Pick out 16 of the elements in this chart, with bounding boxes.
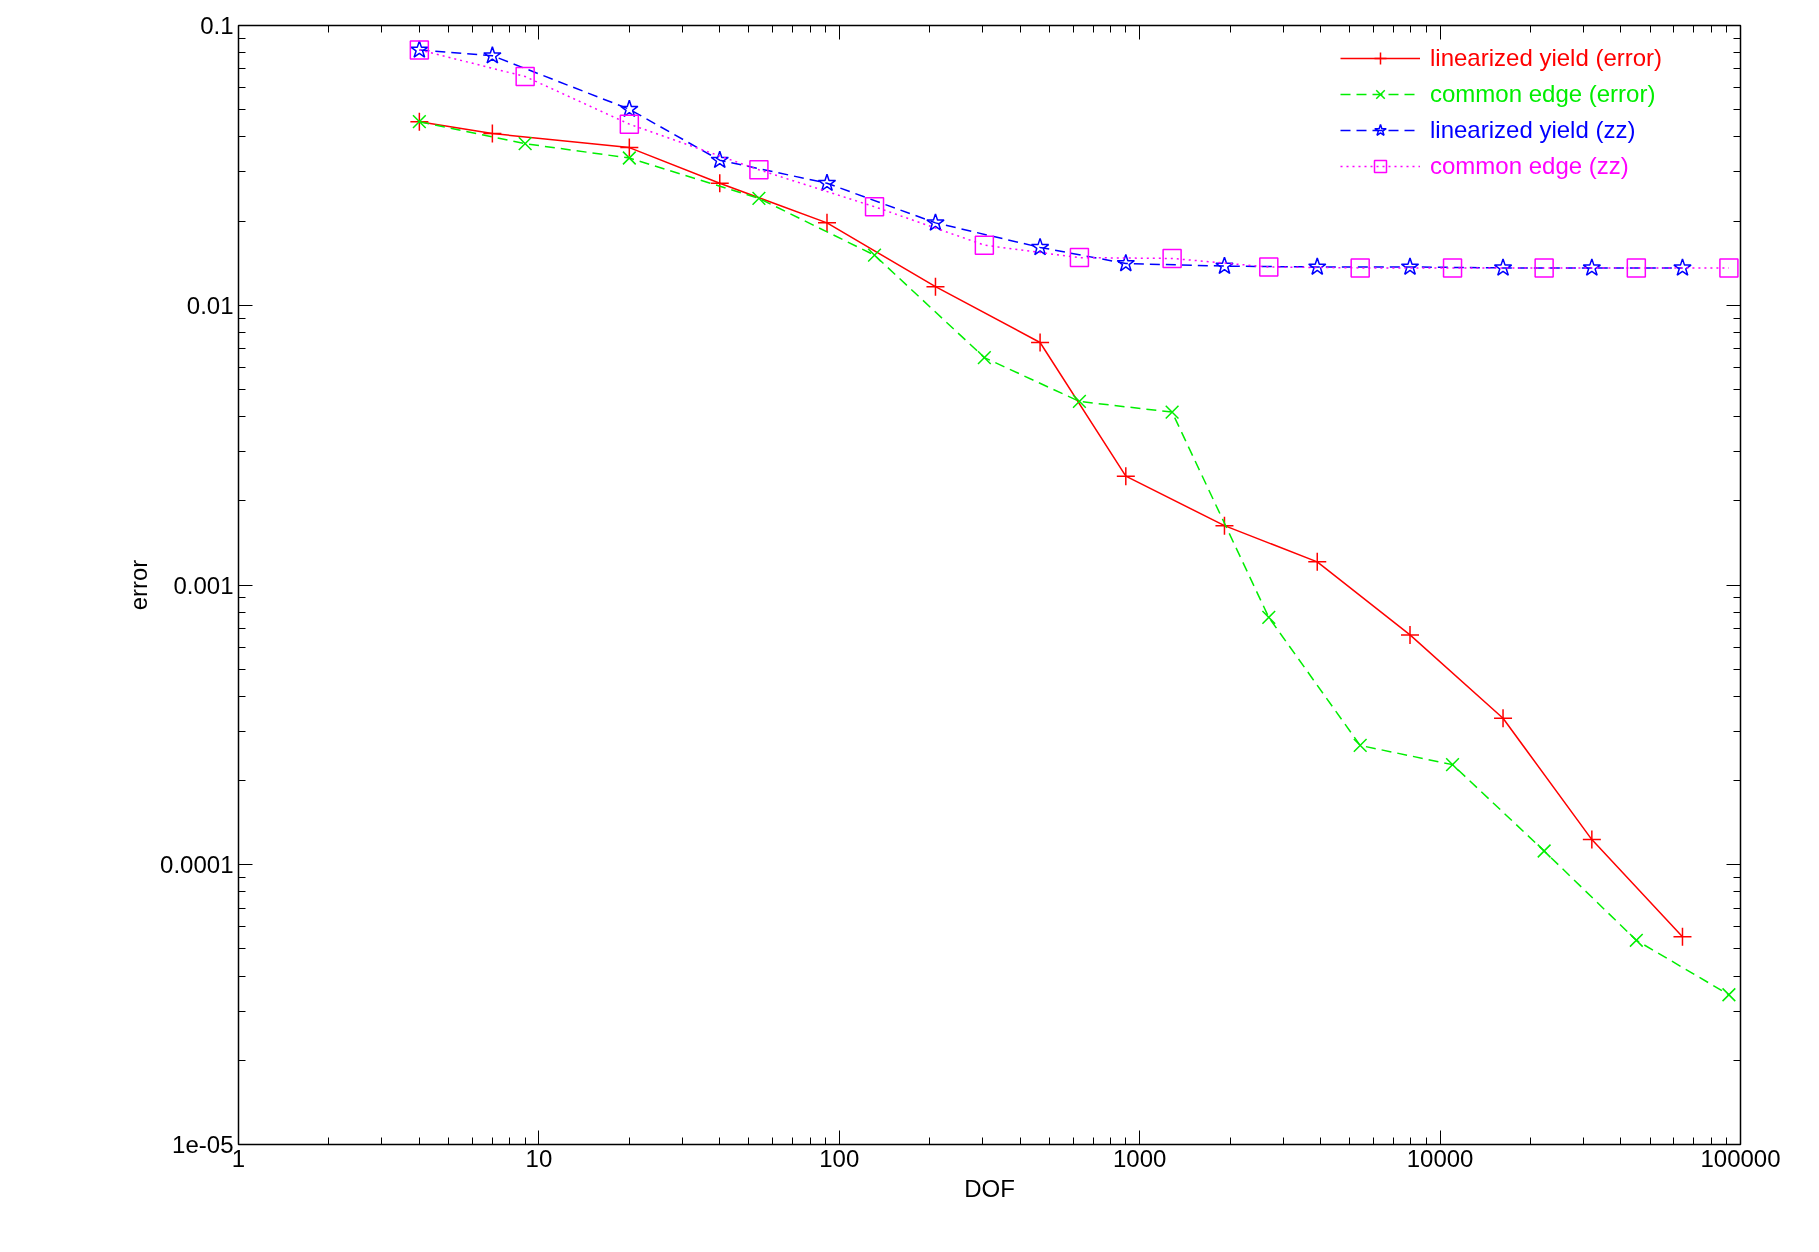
x-tick-label: 100000 [1700, 1144, 1781, 1172]
x-tick-label: 10000 [1406, 1144, 1474, 1172]
y-tick-label: 0.0001 [160, 851, 234, 879]
legend-label: linearized yield (error) [1430, 44, 1663, 72]
legend-label: common edge (zz) [1430, 152, 1629, 180]
y-axis-title: error [125, 559, 153, 611]
legend-label: common edge (error) [1430, 80, 1656, 108]
x-axis-title: DOF [964, 1174, 1015, 1202]
y-tick-label: 0.1 [200, 12, 234, 39]
y-tick-label: 1e-05 [172, 1131, 234, 1158]
legend-label: linearized yield (zz) [1430, 116, 1636, 144]
x-tick-label: 10 [525, 1144, 553, 1172]
x-tick-label: 100 [819, 1144, 860, 1172]
y-tick-label: 0.01 [186, 291, 234, 319]
y-tick-label: 0.001 [173, 571, 234, 599]
x-tick-label: 1000 [1113, 1144, 1167, 1172]
